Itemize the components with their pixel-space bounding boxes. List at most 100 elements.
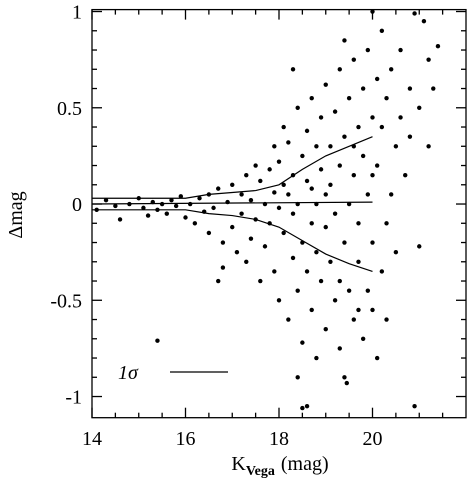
point: [342, 240, 347, 245]
point: [365, 288, 371, 293]
point: [234, 249, 240, 255]
point: [389, 192, 394, 197]
point: [300, 240, 305, 245]
point: [127, 201, 132, 207]
x-axis-label: KVega (mag): [231, 453, 328, 479]
point: [374, 163, 380, 168]
point: [342, 134, 347, 139]
point: [159, 201, 165, 207]
point: [370, 9, 375, 14]
point: [304, 403, 310, 409]
point: [290, 172, 296, 178]
point: [304, 128, 310, 134]
point: [344, 380, 349, 386]
point: [155, 207, 160, 212]
point: [239, 211, 244, 216]
point: [356, 124, 361, 130]
point: [244, 172, 249, 178]
point: [360, 86, 366, 91]
point: [253, 163, 258, 168]
point: [117, 217, 123, 222]
x-tick-label: 20: [363, 428, 383, 450]
point: [314, 144, 319, 149]
point: [300, 153, 305, 159]
point: [435, 43, 441, 49]
point: [304, 269, 310, 274]
point: [351, 57, 356, 62]
point: [164, 211, 169, 216]
point: [323, 224, 328, 230]
point: [304, 178, 310, 184]
point: [178, 194, 184, 199]
point: [346, 95, 352, 101]
point: [295, 375, 300, 380]
point: [337, 278, 342, 284]
point: [370, 172, 375, 178]
point: [309, 186, 314, 191]
point: [342, 375, 347, 380]
point: [136, 196, 141, 201]
point: [225, 199, 230, 205]
point: [332, 211, 338, 216]
point: [360, 153, 366, 159]
point: [309, 221, 314, 226]
point: [328, 259, 333, 264]
point: [272, 144, 277, 149]
point: [370, 307, 375, 313]
point: [286, 192, 291, 197]
point: [220, 265, 226, 270]
point: [323, 192, 328, 197]
point: [314, 355, 319, 361]
x-axis-label-main: K: [231, 453, 246, 475]
point: [145, 213, 151, 218]
sigma-line: [91, 201, 373, 205]
point: [323, 326, 328, 332]
point: [206, 230, 212, 236]
point: [173, 203, 179, 209]
point: [342, 38, 347, 43]
point: [272, 190, 277, 195]
point: [267, 167, 272, 172]
point: [398, 47, 403, 53]
point: [412, 403, 417, 409]
point: [318, 167, 324, 172]
point: [103, 197, 109, 203]
point: [220, 240, 226, 245]
point: [258, 278, 263, 284]
point: [197, 196, 202, 201]
point: [253, 217, 258, 222]
y-tick-label: -1: [65, 387, 82, 409]
point: [426, 57, 431, 62]
point: [262, 201, 268, 207]
point: [230, 182, 235, 187]
point: [379, 269, 385, 274]
point: [300, 405, 305, 411]
point: [426, 144, 431, 149]
point: [281, 124, 286, 130]
point: [356, 307, 361, 313]
point: [318, 115, 324, 120]
point: [286, 317, 291, 322]
point: [262, 244, 268, 249]
point: [314, 249, 319, 255]
point: [323, 82, 328, 87]
point: [295, 288, 300, 293]
point: [183, 215, 188, 220]
point: [346, 288, 352, 293]
point: [379, 28, 385, 33]
point: [337, 163, 342, 168]
point: [365, 47, 371, 53]
x-tick-label: 14: [82, 428, 102, 450]
point: [248, 197, 254, 203]
point: [290, 211, 296, 216]
point: [290, 67, 296, 72]
x-axis-label-sub: Vega: [246, 464, 275, 479]
point: [239, 192, 244, 197]
point: [346, 201, 352, 207]
point: [318, 278, 324, 284]
point: [365, 192, 371, 197]
point: [356, 259, 361, 264]
point: [309, 95, 314, 101]
x-tick-label: 16: [176, 428, 196, 450]
